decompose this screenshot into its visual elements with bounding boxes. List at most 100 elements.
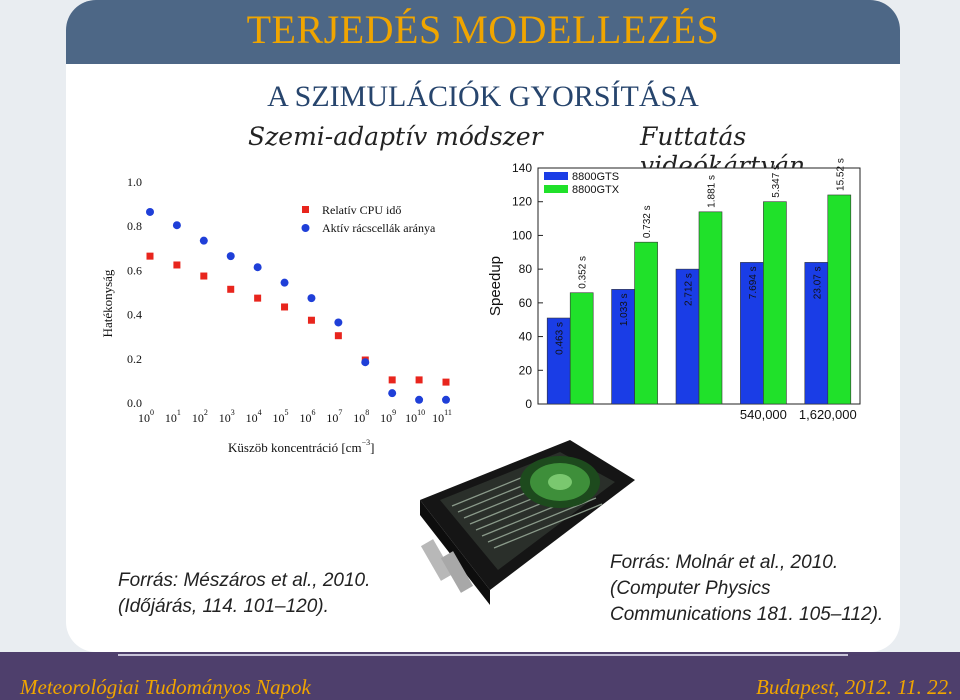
x-tick-exponent: 7 [338, 408, 342, 417]
y-tick-label: 0.0 [127, 396, 142, 410]
x-tick-exponent: 1 [177, 408, 181, 417]
bar-time-label: 5.347 s [771, 165, 782, 198]
y-tick-label: 1.0 [127, 175, 142, 189]
x-tick-label: 109 [380, 408, 396, 425]
x-tick-base: 10 [138, 411, 150, 425]
x-axis-label-part: −3 [362, 438, 371, 447]
footer-event-name: Meteorológiai Tudományos Napok [20, 675, 311, 699]
bar-time-label: 0.732 s [642, 205, 653, 238]
y-tick-label: 80 [519, 262, 533, 276]
source-right: Forrás: Molnár et al., 2010. (Computer P… [610, 550, 883, 628]
x-tick-base: 10 [219, 411, 231, 425]
x-tick-base: 10 [192, 411, 204, 425]
x-tick-exponent: 8 [365, 408, 369, 417]
gtx-bar [827, 194, 852, 405]
y-axis-label: Hatékonyság [100, 269, 115, 337]
x-tick-exponent: 5 [285, 408, 289, 417]
x-tick-exponent: 2 [204, 408, 208, 417]
x-tick-exponent: 9 [392, 408, 396, 417]
x-tick-exponent: 11 [444, 408, 452, 417]
x-axis-label: Küszöb koncentráció [cm−3] [228, 438, 374, 455]
source-left: Forrás: Mészáros et al., 2010. (Időjárás… [118, 568, 370, 620]
x-tick-label: 103 [219, 408, 235, 425]
active-cells-point [415, 395, 424, 404]
active-cells-point [172, 221, 181, 230]
source-left-line1: Forrás: Mészáros et al., 2010. [118, 570, 371, 591]
x-tick-base: 10 [380, 411, 392, 425]
x-tick-label: 108 [353, 408, 369, 425]
legend-marker-cpu-time [302, 206, 309, 213]
cpu-time-point [442, 378, 450, 386]
cpu-time-point [254, 294, 262, 302]
speedup-bar-chart: 0 20 40 60 80 100 120 140 Speedup 0.463 s 0.352 s 1… [487, 158, 861, 422]
y-tick-label: 140 [512, 161, 532, 175]
legend-swatch-gts [544, 172, 568, 180]
bar-time-label: 23.07 s [812, 266, 823, 299]
y-tick-label: 20 [519, 363, 533, 377]
y-axis-label: Speedup [487, 256, 504, 316]
x-tick-base: 10 [299, 411, 311, 425]
bar-time-label: 1.881 s [707, 175, 718, 208]
bar-time-label: 7.694 s [748, 266, 759, 299]
active-cells-point [307, 294, 316, 303]
cpu-time-point [334, 332, 342, 340]
x-tick-label: 102 [192, 408, 208, 425]
y-tick-label: 60 [519, 296, 533, 310]
active-cells-point [361, 358, 370, 367]
x-tick-base: 10 [405, 411, 417, 425]
x-tick-label: 105 [273, 408, 289, 425]
active-cells-point [226, 252, 235, 261]
cpu-time-point [173, 261, 181, 269]
active-cells-point [253, 263, 262, 272]
title-band [66, 0, 900, 64]
bar-time-label: 15.52 s [835, 158, 846, 191]
footer-place-date: Budapest, 2012. 11. 22. [756, 675, 954, 699]
x-tick-base: 10 [165, 411, 177, 425]
legend-label-active-cells: Aktív rácscellák aránya [322, 221, 436, 235]
source-right-line1: Forrás: Molnár et al., 2010. [610, 552, 839, 573]
graphics-card-image [420, 440, 635, 605]
y-tick-label: 100 [512, 228, 532, 242]
x-axis-label-part: ] [370, 440, 374, 455]
active-cells-point [280, 278, 289, 287]
gtx-bar [698, 211, 723, 405]
left-column-heading: Szemi-adaptív módszer [248, 122, 543, 151]
bar-time-label: 2.712 s [684, 273, 695, 306]
bar-time-label: 0.352 s [578, 256, 589, 289]
legend-label-gts: 8800GTS [572, 171, 619, 183]
gtx-bar [763, 201, 787, 405]
y-tick-label: 0.6 [127, 263, 142, 277]
x-tick-exponent: 4 [258, 408, 262, 417]
x-tick-label: 101 [165, 408, 181, 425]
legend-label-gtx: 8800GTX [572, 184, 620, 196]
x-tick-base: 10 [326, 411, 338, 425]
x-tick-label: 107 [326, 408, 342, 425]
active-cells-point [199, 236, 208, 245]
x-tick-label: 104 [246, 408, 262, 425]
source-right-line3: Communications 181. 105–112). [610, 604, 884, 625]
y-tick-label: 40 [519, 330, 533, 344]
legend-marker-active-cells [301, 224, 310, 232]
footer-bar [0, 652, 960, 700]
y-tick-label: 0.4 [127, 308, 142, 322]
active-cells-point [146, 207, 154, 216]
y-tick-label: 0.2 [127, 352, 142, 366]
x-tick-exponent: 10 [417, 408, 425, 417]
x-tick-exponent: 6 [311, 408, 315, 417]
bar-time-label: 0.463 s [555, 322, 566, 355]
cpu-time-point [200, 272, 208, 280]
legend-label-cpu-time: Relatív CPU idő [322, 203, 401, 217]
cpu-time-point [227, 285, 235, 293]
cpu-time-point [388, 376, 396, 384]
cpu-time-point [281, 303, 289, 311]
x-tick-label: 1010 [405, 408, 425, 425]
x-tick-exponent: 0 [150, 408, 154, 417]
slide-subtitle: A SZIMULÁCIÓK GYORSÍTÁSA [267, 80, 699, 113]
y-tick-label: 0 [525, 397, 532, 411]
footer-divider [118, 654, 848, 656]
slide-title: TERJEDÉS MODELLEZÉS [246, 7, 720, 52]
active-cells-point [388, 389, 397, 398]
x-tick-base: 10 [353, 411, 365, 425]
x-tick-base: 10 [273, 411, 285, 425]
